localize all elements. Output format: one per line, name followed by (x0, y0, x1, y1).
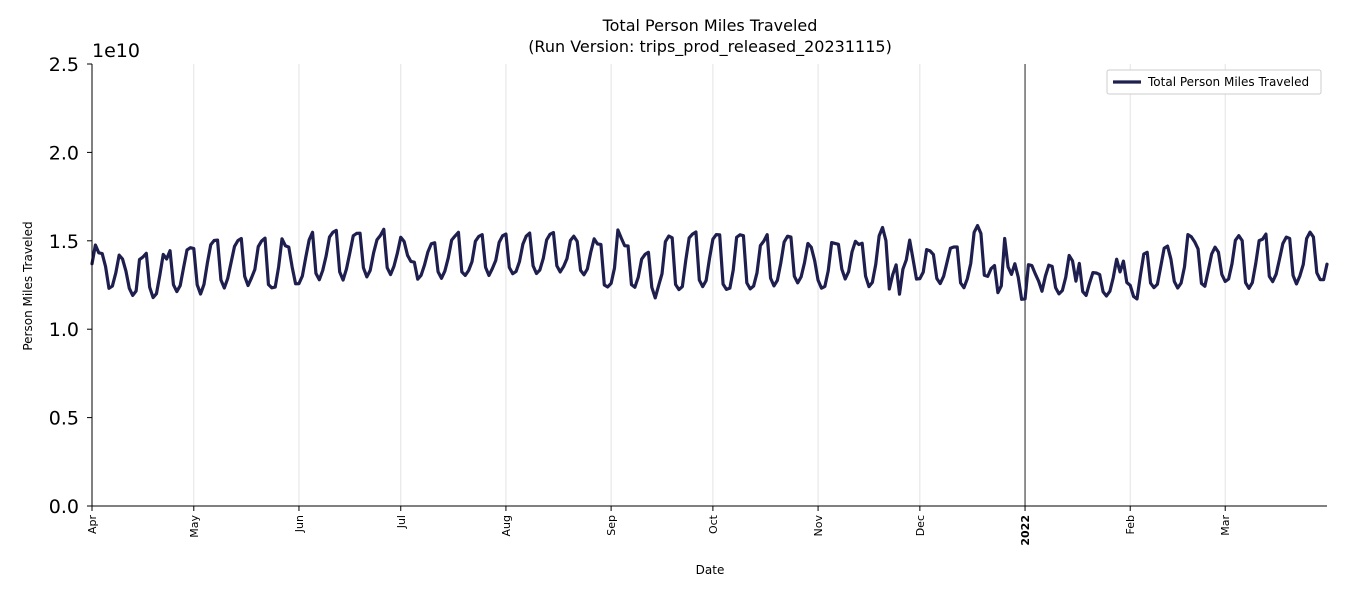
x-tick-label: Dec (914, 515, 927, 536)
x-tick-label: Nov (812, 515, 825, 537)
y-tick-label: 1.5 (49, 231, 79, 253)
x-axis-label: Date (696, 563, 725, 577)
y-tick-label: 0.5 (49, 408, 79, 430)
y-axis-label: Person Miles Traveled (21, 221, 35, 350)
legend: Total Person Miles Traveled (1106, 69, 1322, 95)
x-axis-ticks: Apr May Jun Jul Aug Sep Oct Nov Dec 2022 Feb Mar (86, 506, 1232, 546)
x-tick-label: Jun (293, 515, 306, 533)
y-axis-ticks: 0.0 0.5 1.0 1.5 2.0 2.5 (49, 54, 92, 518)
y-tick-label: 2.0 (49, 142, 79, 164)
series-line (90, 224, 1329, 301)
x-tick-label: Jul (395, 515, 408, 529)
x-tick-label: May (188, 515, 201, 538)
legend-box (1106, 69, 1322, 95)
x-tick-label: 2022 (1019, 515, 1032, 546)
y-axis-offset-label: 1e10 (92, 40, 140, 62)
x-tick-label: Mar (1219, 515, 1232, 536)
x-tick-label: Aug (500, 515, 513, 536)
legend-label: Total Person Miles Traveled (1147, 75, 1309, 89)
chart-title: Total Person Miles Traveled (602, 16, 818, 35)
chart-subtitle: (Run Version: trips_prod_released_202311… (528, 37, 892, 57)
y-tick-label: 0.0 (49, 496, 79, 518)
y-tick-label: 1.0 (49, 319, 79, 341)
x-tick-label: Feb (1124, 515, 1137, 534)
y-tick-label: 2.5 (49, 54, 79, 76)
x-tick-label: Apr (86, 515, 99, 535)
x-tick-label: Oct (707, 514, 720, 534)
x-tick-label: Sep (605, 515, 618, 536)
